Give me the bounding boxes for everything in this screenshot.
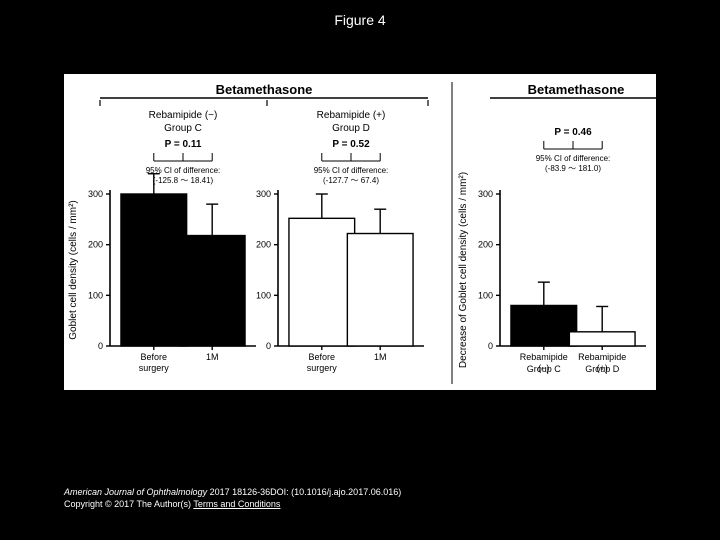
svg-text:Goblet cell density (cells / m: Goblet cell density (cells / mm²) bbox=[68, 200, 79, 339]
svg-text:Group C: Group C bbox=[527, 364, 562, 374]
bar-charts-svg: Betamethasone Betamethasone Rebamipide (−)… bbox=[64, 74, 656, 390]
svg-text:(-127.7 ～ 67.4): (-127.7 ～ 67.4) bbox=[323, 176, 379, 185]
svg-text:95% CI of difference:: 95% CI of difference: bbox=[314, 166, 389, 175]
svg-text:Rebamipide: Rebamipide bbox=[578, 352, 626, 362]
copyright-line: Copyright © 2017 The Author(s) Terms and… bbox=[64, 498, 401, 510]
svg-text:95% CI of difference:: 95% CI of difference: bbox=[536, 154, 611, 163]
svg-text:surgery: surgery bbox=[307, 363, 338, 373]
svg-text:300: 300 bbox=[478, 189, 493, 199]
svg-text:Betamethasone: Betamethasone bbox=[528, 82, 625, 97]
svg-text:Rebamipide: Rebamipide bbox=[520, 352, 568, 362]
svg-text:(-125.8 ～ 18.41): (-125.8 ～ 18.41) bbox=[153, 176, 214, 185]
svg-text:0: 0 bbox=[488, 341, 493, 351]
figure-panel: Betamethasone Betamethasone Rebamipide (−)… bbox=[64, 74, 656, 390]
svg-text:100: 100 bbox=[478, 290, 493, 300]
svg-text:(-83.9 ～ 181.0): (-83.9 ～ 181.0) bbox=[545, 164, 601, 173]
citation-line: American Journal of Ophthalmology 2017 1… bbox=[64, 486, 401, 498]
svg-text:Before: Before bbox=[309, 352, 336, 362]
svg-text:200: 200 bbox=[256, 240, 271, 250]
svg-text:0: 0 bbox=[266, 341, 271, 351]
terms-link[interactable]: Terms and Conditions bbox=[193, 499, 280, 509]
footer: American Journal of Ophthalmology 2017 1… bbox=[64, 486, 401, 510]
figure-title: Figure 4 bbox=[0, 0, 720, 28]
svg-text:300: 300 bbox=[88, 189, 103, 199]
citation-rest: 2017 18126-36DOI: (10.1016/j.ajo.2017.06… bbox=[207, 487, 401, 497]
svg-text:200: 200 bbox=[478, 240, 493, 250]
svg-text:Group D: Group D bbox=[332, 123, 370, 134]
svg-text:Betamethasone: Betamethasone bbox=[216, 82, 313, 97]
svg-text:Rebamipide (−): Rebamipide (−) bbox=[149, 110, 218, 121]
svg-text:Group C: Group C bbox=[164, 123, 202, 134]
svg-text:surgery: surgery bbox=[139, 363, 170, 373]
svg-text:P = 0.52: P = 0.52 bbox=[332, 139, 370, 150]
svg-text:Group D: Group D bbox=[585, 364, 620, 374]
svg-text:100: 100 bbox=[88, 290, 103, 300]
slide: Figure 4 Betamethasone Betamethasone Rebam… bbox=[0, 0, 720, 540]
svg-text:P = 0.11: P = 0.11 bbox=[165, 139, 202, 150]
svg-text:Rebamipide (+): Rebamipide (+) bbox=[317, 110, 386, 121]
svg-text:P = 0.46: P = 0.46 bbox=[554, 127, 592, 138]
svg-text:100: 100 bbox=[256, 290, 271, 300]
svg-text:0: 0 bbox=[98, 341, 103, 351]
copyright-prefix: Copyright © 2017 The Author(s) bbox=[64, 499, 193, 509]
journal-name: American Journal of Ophthalmology bbox=[64, 487, 207, 497]
svg-text:300: 300 bbox=[256, 189, 271, 199]
svg-text:200: 200 bbox=[88, 240, 103, 250]
svg-text:1M: 1M bbox=[374, 352, 387, 362]
svg-text:Before: Before bbox=[141, 352, 168, 362]
svg-text:1M: 1M bbox=[206, 352, 219, 362]
svg-text:Decrease of Goblet cell densit: Decrease of Goblet cell density (cells /… bbox=[458, 172, 469, 368]
